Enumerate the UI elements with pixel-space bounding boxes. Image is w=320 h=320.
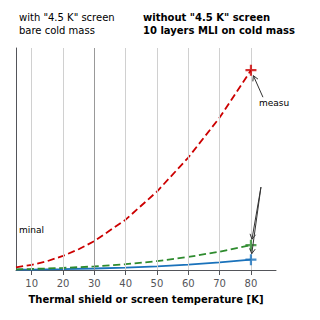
svg-text:70: 70 (213, 278, 226, 289)
svg-text:with "4.5 K" screen: with "4.5 K" screen (19, 12, 115, 23)
svg-text:Thermal shield or screen tempe: Thermal shield or screen temperature [K] (29, 294, 264, 305)
svg-text:without "4.5 K" screen: without "4.5 K" screen (143, 12, 270, 23)
svg-text:80: 80 (245, 278, 258, 289)
svg-text:10 layers MLI on cold mass: 10 layers MLI on cold mass (143, 25, 295, 36)
svg-text:measu: measu (259, 98, 289, 108)
svg-text:30: 30 (88, 278, 101, 289)
svg-text:20: 20 (57, 278, 70, 289)
svg-text:40: 40 (119, 278, 132, 289)
svg-text:bare cold mass: bare cold mass (19, 25, 95, 36)
svg-text:50: 50 (151, 278, 164, 289)
svg-text:60: 60 (182, 278, 195, 289)
svg-text:minal: minal (19, 225, 44, 235)
svg-text:10: 10 (25, 278, 38, 289)
